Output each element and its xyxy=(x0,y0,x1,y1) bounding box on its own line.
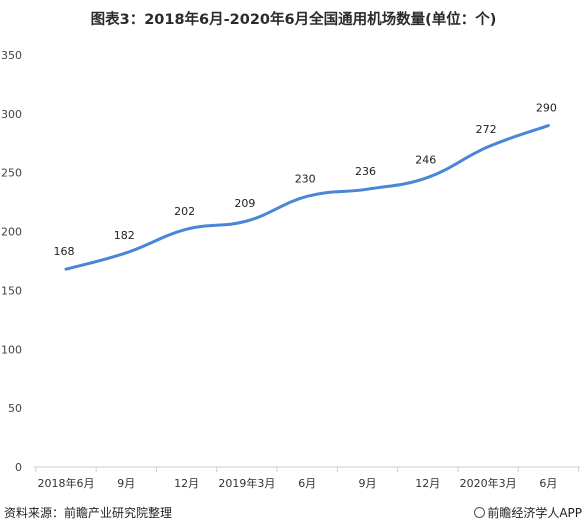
data-label: 272 xyxy=(476,123,497,136)
x-tick-label: 2019年3月 xyxy=(218,476,275,490)
x-tick-label: 6月 xyxy=(298,477,316,490)
x-tick-label: 12月 xyxy=(415,477,440,490)
data-label: 209 xyxy=(234,197,255,210)
y-tick-label: 0 xyxy=(15,461,22,474)
x-axis: 2018年6月 9月 12月 2019年3月 6月 9月 12月 2020年3月 6月 xyxy=(34,466,580,490)
brand-logo-icon xyxy=(474,507,486,518)
x-tick-label: 6月 xyxy=(539,477,557,490)
data-label: 202 xyxy=(174,205,195,218)
brand-note: 前瞻经济学人APP xyxy=(474,504,582,521)
brand-label: 前瞻经济学人APP xyxy=(487,506,582,520)
line-chart: 0 50 100 150 200 250 300 350 2018年6月 9月 12月 2019年3… xyxy=(1,49,580,490)
y-tick-label: 200 xyxy=(1,226,22,239)
data-labels: 168 182 202 209 230 236 246 272 290 xyxy=(54,102,557,259)
data-label: 246 xyxy=(415,153,436,166)
y-tick-label: 300 xyxy=(1,108,22,121)
series xyxy=(64,124,550,271)
x-tick-label: 9月 xyxy=(117,477,135,490)
x-tick-label: 2018年6月 xyxy=(38,476,95,490)
x-tick-label: 2020年3月 xyxy=(460,476,517,490)
data-label: 290 xyxy=(536,102,557,115)
y-tick-label: 50 xyxy=(8,402,22,415)
data-label: 168 xyxy=(54,245,75,258)
y-tick-label: 150 xyxy=(1,284,22,297)
y-tick-label: 100 xyxy=(1,343,22,356)
y-axis: 0 50 100 150 200 250 300 350 xyxy=(1,49,22,474)
chart-title: 图表3：2018年6月-2020年6月全国通用机场数量(单位：个) xyxy=(90,12,497,28)
x-tick-label: 12月 xyxy=(174,477,199,490)
y-tick-label: 250 xyxy=(1,167,22,180)
source-note: 资料来源：前瞻产业研究院整理 xyxy=(4,506,173,520)
series-line xyxy=(64,124,550,271)
data-label: 182 xyxy=(114,229,135,242)
x-tick-label: 9月 xyxy=(359,477,377,490)
data-label: 230 xyxy=(295,172,316,185)
y-tick-label: 350 xyxy=(1,49,22,62)
data-label: 236 xyxy=(355,165,376,178)
